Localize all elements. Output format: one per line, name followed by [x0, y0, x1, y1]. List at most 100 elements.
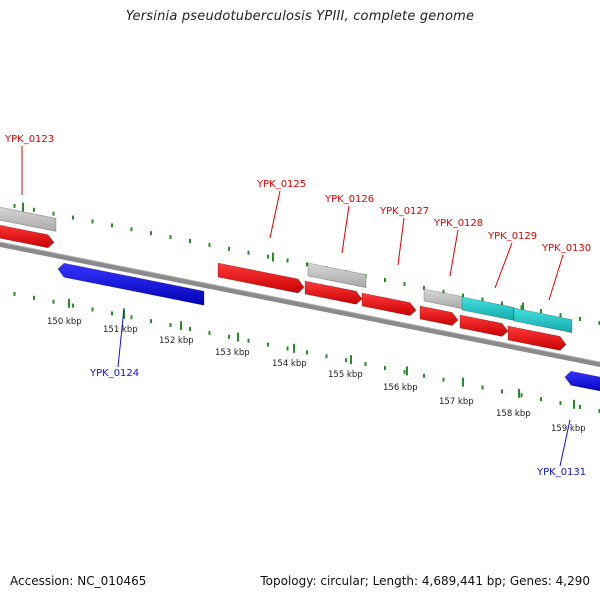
gene-arrow-ypk-0129	[459, 314, 509, 337]
major-tick	[462, 377, 464, 387]
tick-dot	[501, 301, 503, 306]
gene-leader-line	[269, 190, 281, 239]
major-tick	[272, 252, 274, 262]
tick-dot	[286, 346, 289, 351]
tick-dot	[520, 393, 523, 398]
backbone-highlight	[0, 241, 600, 363]
tick-dot	[384, 366, 386, 370]
gene-label: YPK_0129	[487, 231, 537, 242]
major-tick	[68, 298, 70, 308]
tick-dot	[91, 307, 94, 312]
outer-tick-track	[13, 203, 600, 325]
gene-leader-line	[117, 307, 125, 368]
tick-dot	[208, 330, 211, 335]
tick-dot	[306, 350, 308, 355]
kbp-label: 156 kbp	[383, 383, 418, 393]
tick-dot	[325, 354, 328, 359]
accession-label: Accession: NC_010465	[10, 574, 147, 588]
inner-tick-track	[13, 291, 600, 413]
tick-dot	[403, 369, 406, 374]
major-tick	[522, 302, 524, 312]
tick-dot	[559, 401, 562, 406]
tick-dot	[72, 303, 74, 308]
tick-dot	[52, 211, 55, 216]
gene-arrow-ypk-0123	[0, 224, 55, 249]
tick-dot	[91, 219, 94, 224]
gene-leader-line	[397, 217, 405, 266]
kbp-label: 155 kbp	[328, 370, 363, 380]
tick-dot	[501, 389, 503, 394]
tick-dot	[189, 239, 191, 243]
tick-dot	[598, 408, 600, 413]
gene-label: YPK_0128	[433, 218, 483, 229]
tick-dot	[228, 334, 230, 339]
tick-dot	[423, 285, 425, 290]
tick-dot	[169, 235, 172, 240]
tick-dot	[598, 320, 600, 325]
tick-dot	[462, 293, 464, 298]
grey-feature-box	[0, 206, 57, 232]
gene-label: YPK_0123	[4, 134, 54, 145]
tick-dot	[247, 250, 250, 255]
tick-dot	[286, 258, 289, 263]
tick-dot	[52, 299, 55, 304]
major-tick	[293, 343, 295, 353]
kbp-label: 157 kbp	[439, 397, 474, 407]
gene-label: YPK_0125	[256, 179, 306, 190]
major-tick	[573, 399, 575, 409]
tick-dot	[72, 215, 74, 220]
tick-dot	[150, 231, 152, 236]
tick-dot	[111, 223, 113, 228]
genome-summary: Topology: circular; Length: 4,689,441 bp…	[260, 574, 590, 588]
kbp-label: 153 kbp	[215, 348, 250, 358]
cyan-feature-box	[513, 307, 573, 333]
tick-dot	[267, 342, 269, 347]
kbp-label: 158 kbp	[496, 409, 531, 419]
tick-dot	[403, 281, 406, 286]
tick-dot	[189, 327, 191, 331]
tick-dot	[111, 311, 113, 316]
tick-dot	[13, 291, 16, 296]
tick-dot	[442, 289, 445, 294]
tick-dot	[481, 297, 484, 302]
tick-dot	[267, 254, 269, 259]
tick-dot	[247, 338, 250, 343]
tick-dot	[540, 309, 542, 314]
tick-dot	[559, 313, 562, 318]
major-tick	[123, 309, 125, 319]
tick-dot	[33, 295, 35, 300]
gene-arrow-ypk-0130	[507, 325, 567, 351]
tick-dot	[540, 397, 542, 402]
gene-arrow-ypk-0126	[304, 280, 363, 305]
kbp-label: 151 kbp	[103, 325, 138, 335]
gene-label: YPK_0130	[541, 243, 591, 254]
tick-dot	[150, 319, 152, 324]
tick-dot	[345, 358, 347, 363]
tick-dot	[364, 362, 367, 367]
grey-feature-box	[307, 262, 367, 288]
major-tick	[350, 355, 352, 365]
tick-dot	[579, 317, 581, 321]
tick-dot	[423, 373, 425, 378]
gene-label: YPK_0127	[379, 206, 429, 217]
gene-leader-line	[548, 254, 564, 301]
tick-dot	[208, 242, 211, 247]
map-title: Yersinia pseudotuberculosis YPIII, compl…	[125, 9, 475, 24]
gene-label: YPK_0124	[89, 368, 139, 379]
gene-label: YPK_0126	[324, 194, 374, 205]
tick-dot	[384, 278, 386, 282]
gene-leader-line	[449, 229, 459, 277]
tick-dot	[481, 385, 484, 390]
tick-dot	[33, 207, 35, 212]
gene-arrow-ypk-0128	[419, 305, 459, 326]
major-tick	[406, 366, 408, 376]
gene-leader-line	[341, 205, 350, 254]
tick-dot	[442, 377, 445, 382]
gene-arrow-ypk-0127	[361, 292, 417, 316]
gene-arrow-ypk-0131	[564, 370, 600, 392]
major-ticks	[22, 202, 575, 409]
tick-dot	[520, 305, 523, 310]
major-tick	[22, 202, 24, 212]
tick-dot	[579, 405, 581, 409]
